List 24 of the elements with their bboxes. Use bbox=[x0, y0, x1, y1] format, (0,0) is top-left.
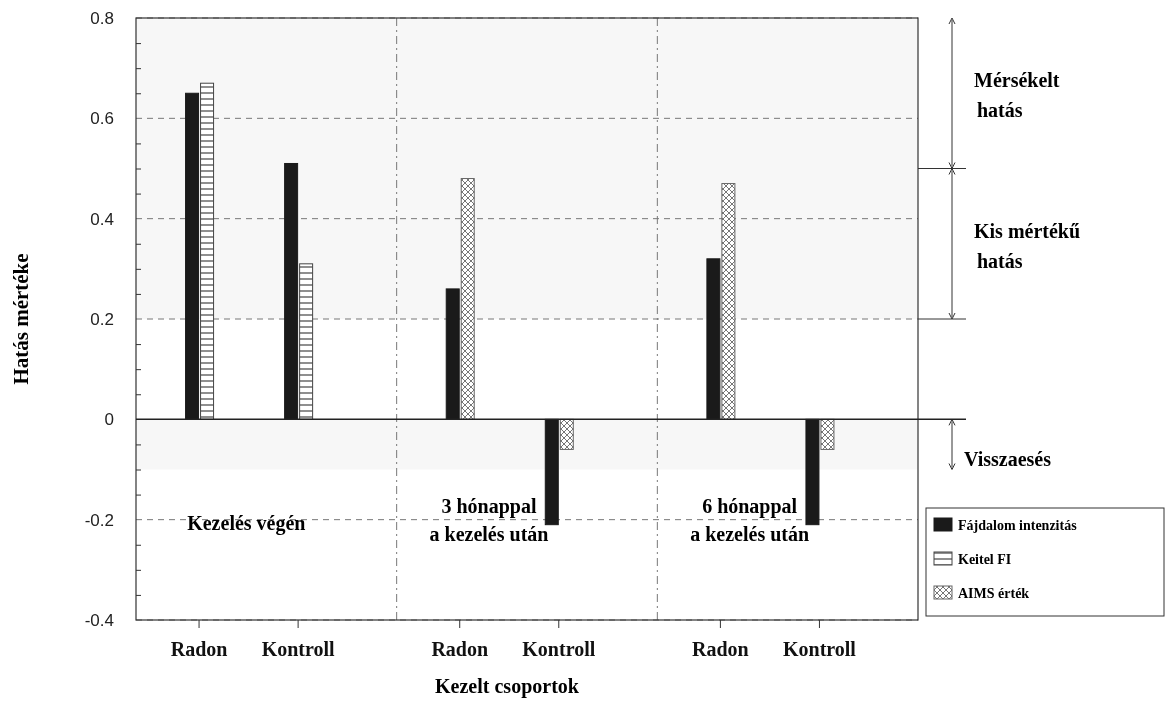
x-tick-label: Kontroll bbox=[782, 638, 857, 661]
x-tick-label: Radon bbox=[170, 638, 228, 661]
y-axis-title: Hatás mértéke bbox=[9, 253, 33, 385]
annotation: 3 hónappal a kezelés után bbox=[429, 495, 549, 545]
x-tick-label: Radon bbox=[692, 638, 749, 661]
x-tick-label: Radon bbox=[431, 638, 489, 661]
x-tick-label: Kontroll bbox=[261, 638, 336, 661]
x-tick-label: Kontroll bbox=[522, 638, 596, 661]
y-tick-label: 0.4 bbox=[90, 209, 114, 229]
annotation: 6 hónappal a kezelés után bbox=[690, 495, 810, 545]
legend-label: Keitel FI bbox=[958, 552, 1012, 567]
x-axis-title: Kezelt csoportok bbox=[435, 675, 580, 698]
y-tick-label: -0.4 bbox=[84, 610, 114, 630]
y-tick-label: 0 bbox=[104, 410, 114, 430]
band-label: Mérsékelt hatás bbox=[974, 69, 1060, 122]
band-label: Kis mértékű hatás bbox=[974, 219, 1081, 272]
y-tick-label: 0.6 bbox=[90, 109, 114, 129]
y-tick-label: -0.2 bbox=[84, 510, 114, 530]
y-tick-label: 0.2 bbox=[90, 309, 114, 329]
y-tick-label: 0.8 bbox=[90, 8, 114, 28]
annotation: Kezelés végén bbox=[187, 512, 306, 535]
legend-label: AIMS érték bbox=[958, 586, 1030, 601]
legend-label: Fájdalom intenzitás bbox=[958, 518, 1078, 533]
band-label: Visszaesés bbox=[964, 448, 1052, 471]
